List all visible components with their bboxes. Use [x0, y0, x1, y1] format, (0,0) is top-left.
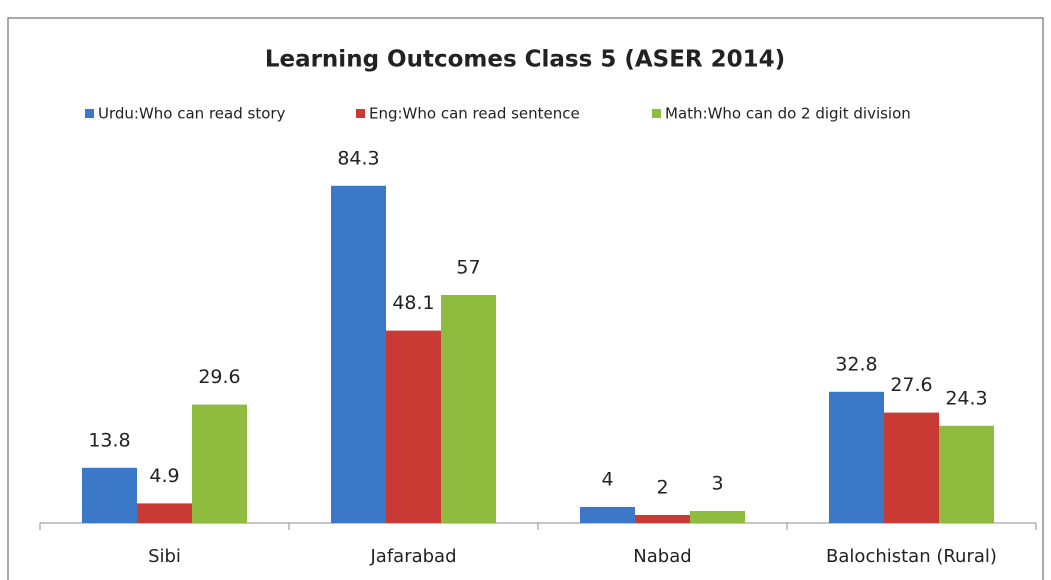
legend-label: Eng:Who can read sentence — [369, 105, 580, 123]
bar — [884, 412, 939, 523]
x-tick-label: Jafarabad — [369, 546, 456, 567]
value-label: 84.3 — [337, 147, 379, 169]
x-tick-label: Nabad — [633, 546, 691, 567]
bar — [386, 330, 441, 523]
value-label: 24.3 — [945, 387, 987, 409]
bar — [331, 185, 386, 524]
legend-swatch — [652, 109, 661, 118]
legend-swatch — [85, 109, 94, 118]
chart-title: Learning Outcomes Class 5 (ASER 2014) — [265, 47, 785, 73]
value-label: 3 — [711, 473, 723, 495]
bar — [441, 295, 496, 523]
legend-label: Urdu:Who can read story — [98, 105, 286, 123]
legend-swatch — [356, 109, 365, 118]
bar — [829, 391, 884, 523]
bar — [580, 507, 635, 523]
bar — [82, 467, 137, 523]
value-label: 13.8 — [88, 429, 130, 451]
value-label: 4 — [601, 469, 613, 491]
value-label: 4.9 — [149, 465, 179, 487]
value-label: 29.6 — [198, 366, 240, 388]
bar — [939, 425, 994, 523]
bar — [192, 404, 247, 523]
value-label: 57 — [456, 257, 480, 279]
value-label: 48.1 — [392, 292, 434, 314]
value-label: 27.6 — [890, 374, 932, 396]
bar — [690, 511, 745, 523]
value-label: 2 — [656, 477, 668, 499]
bar — [635, 515, 690, 523]
x-tick-label: Balochistan (Rural) — [826, 546, 997, 567]
value-label: 32.8 — [835, 353, 877, 375]
x-tick-label: Sibi — [148, 546, 181, 567]
legend-label: Math:Who can do 2 digit division — [665, 105, 911, 123]
bar — [137, 503, 192, 523]
